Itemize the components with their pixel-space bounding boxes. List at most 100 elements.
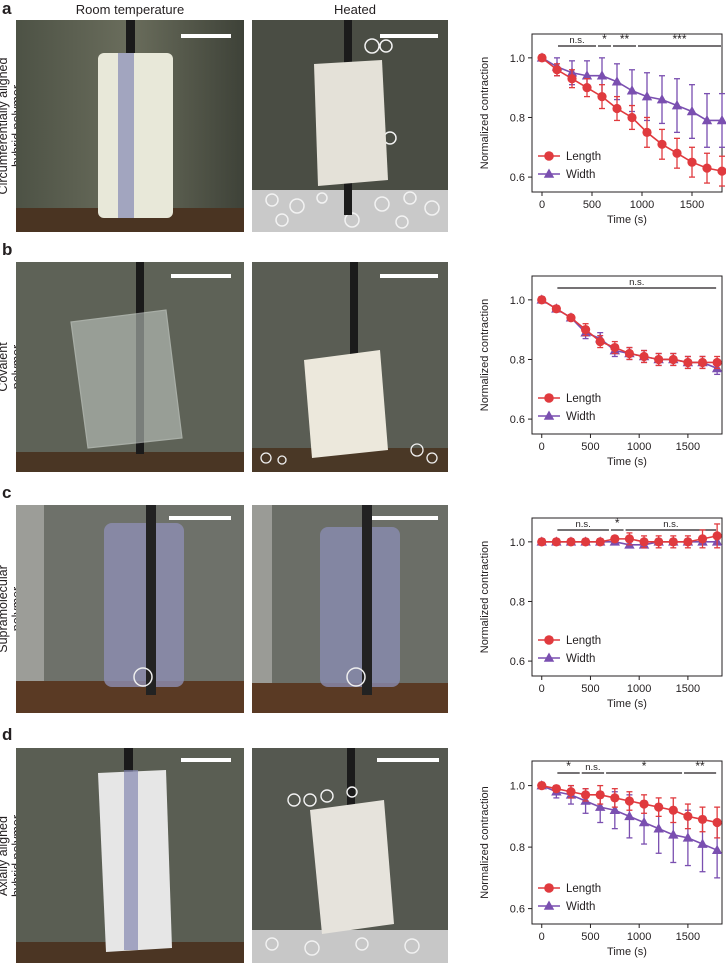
y-tick-label: 0.6 (510, 656, 525, 668)
data-point-length (610, 793, 620, 803)
legend-label-width: Width (566, 169, 595, 181)
legend-marker-length (544, 883, 554, 893)
data-point-length (639, 537, 649, 547)
data-point-length (654, 802, 664, 812)
x-tick-label: 500 (583, 199, 601, 211)
data-point-length (582, 83, 592, 93)
chart-d: 0.6 0.8 1.0 0 500 1000 1500 Time (s) Normalized … (479, 759, 723, 958)
data-point-length (712, 817, 722, 828)
y-tick-label: 0.6 (510, 904, 525, 916)
data-point-length (566, 537, 576, 547)
significance-label: ** (695, 759, 705, 773)
y-tick-label: 0.8 (510, 842, 525, 854)
x-tick-label: 1500 (680, 199, 704, 211)
column-title-room: Room temperature (75, 2, 185, 17)
data-point-length (595, 336, 605, 347)
x-axis-label: Time (s) (607, 456, 647, 468)
data-point-width (716, 114, 726, 125)
data-point-length (612, 103, 622, 114)
plot-frame (531, 275, 723, 435)
y-axis-label: Normalized contraction (479, 57, 491, 170)
data-point-width (671, 100, 683, 110)
data-point-width (611, 76, 623, 86)
legend-label-length: Length (566, 151, 601, 163)
data-point-length (537, 537, 547, 547)
data-point-width (656, 94, 668, 104)
x-tick-label: 0 (539, 199, 545, 211)
y-axis-label: Normalized contraction (479, 786, 491, 899)
data-point-width (686, 106, 698, 116)
legend-label-width: Width (566, 411, 595, 423)
data-point-length (672, 148, 682, 158)
data-point-length (624, 796, 635, 806)
panel-letter-c: c (2, 483, 12, 502)
data-point-length (595, 790, 605, 800)
legend-label-length: Length (566, 635, 601, 647)
data-point-length (580, 790, 591, 800)
row-label-a-line1: Circumferentially aligned (0, 57, 10, 195)
data-point-length (642, 127, 652, 137)
x-tick-label: 1000 (627, 931, 651, 943)
x-tick-label: 500 (581, 931, 599, 943)
data-point-width (668, 829, 679, 839)
y-tick-label: 1.0 (510, 781, 525, 793)
chart-c: 0.6 0.8 1.0 0 500 1000 1500 Time (s) Normalized … (479, 516, 723, 710)
data-point-length (657, 139, 667, 149)
legend-label-width: Width (566, 653, 595, 665)
plot-frame (531, 517, 723, 677)
photo-b-heated (252, 262, 448, 472)
data-point-length (712, 531, 722, 541)
data-point-length (683, 357, 693, 368)
data-point-length (717, 166, 726, 176)
x-tick-label: 500 (581, 441, 599, 453)
x-tick-label: 0 (539, 441, 545, 453)
significance-label: * (615, 516, 620, 530)
y-tick-label: 0.8 (510, 112, 525, 124)
scale-bar (181, 34, 231, 38)
data-point-length (624, 534, 635, 544)
legend-marker-length (544, 393, 554, 403)
chart-a: 0.6 0.8 1.0 0 500 1000 1500 Time (s) Normalized … (479, 32, 726, 226)
y-axis-label: Normalized contraction (479, 299, 491, 412)
data-point-width (641, 91, 653, 101)
x-tick-label: 500 (581, 683, 599, 695)
data-point-length (697, 814, 708, 825)
y-tick-label: 0.6 (510, 414, 525, 426)
data-point-length (639, 351, 649, 362)
photo-a-heated (252, 20, 448, 232)
x-axis-label: Time (s) (607, 946, 647, 958)
significance-label: * (602, 32, 607, 46)
legend-marker-length (544, 635, 554, 645)
legend-marker-width (543, 900, 555, 910)
data-point-length (668, 537, 678, 547)
data-point-width (581, 70, 593, 80)
data-point-length (537, 781, 547, 791)
photo-c-heated (252, 505, 448, 713)
data-point-width (596, 70, 608, 80)
legend-marker-length (544, 151, 554, 161)
scale-bar (171, 274, 231, 278)
y-tick-label: 0.8 (510, 354, 525, 366)
row-label-d-line1: Axially aligned (0, 815, 10, 896)
y-tick-label: 1.0 (510, 295, 525, 307)
data-point-width (682, 832, 694, 842)
x-tick-label: 0 (539, 683, 545, 695)
significance-label: *** (672, 32, 686, 46)
scale-bar (181, 758, 231, 762)
significance-label: * (566, 759, 571, 773)
data-point-length (551, 784, 561, 794)
scale-bar (169, 516, 231, 520)
legend-marker-width (543, 652, 555, 662)
y-tick-label: 0.8 (510, 596, 525, 608)
panel-letter-b: b (2, 240, 13, 259)
data-point-length (595, 537, 605, 547)
scale-bar (380, 34, 438, 38)
data-point-length (668, 354, 678, 365)
significance-label: ** (620, 32, 630, 46)
data-point-width (626, 85, 638, 95)
photo-c-room (16, 505, 244, 713)
data-point-length (683, 811, 693, 821)
data-point-length (687, 157, 697, 167)
x-tick-label: 1000 (627, 441, 651, 453)
legend-marker-width (543, 410, 555, 420)
